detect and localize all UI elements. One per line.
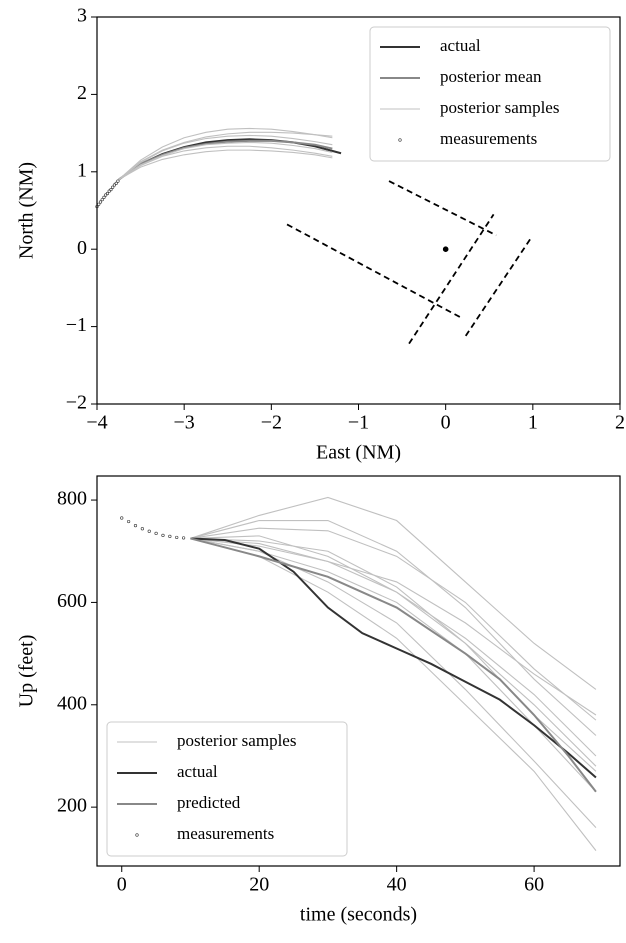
series-line (118, 141, 333, 180)
measurement-point (127, 519, 131, 524)
series-line (190, 496, 597, 690)
x-tick-label: 1 (528, 412, 538, 434)
x-tick-label: 20 (249, 874, 269, 896)
legend-marker (398, 138, 402, 142)
x-tick-label: −1 (348, 412, 369, 434)
y-tick-label: 1 (77, 159, 87, 181)
series-line (464, 238, 531, 337)
measurement-point (98, 200, 103, 204)
series-line (118, 131, 333, 180)
legend-label: predicted (177, 793, 241, 812)
measurement-point (100, 198, 104, 202)
y-tick-label: 3 (77, 5, 87, 27)
plot-frame (96, 475, 621, 867)
legend-label: posterior samples (177, 731, 296, 750)
y-tick-label: 0 (77, 237, 87, 259)
x-tick-label: −2 (261, 412, 282, 434)
measurement-point (112, 183, 117, 187)
y-tick-label: 800 (57, 488, 87, 510)
series-line (118, 134, 333, 180)
series-line (190, 527, 597, 721)
legend-box (369, 26, 611, 162)
series-line (286, 223, 461, 319)
series-line (408, 213, 495, 345)
legend-label: actual (440, 36, 481, 55)
y-tick-label: −2 (66, 392, 87, 414)
series-line (190, 537, 597, 779)
measurement-point (95, 205, 99, 209)
legend-box (106, 721, 348, 857)
y-tick-label: 200 (57, 795, 87, 817)
legend-label: posterior mean (440, 67, 542, 86)
y-tick-label: 600 (57, 590, 87, 612)
y-tick-label: 400 (57, 692, 87, 714)
measurement-point (133, 524, 138, 528)
x-tick-label: 40 (387, 874, 407, 896)
measurement-point (175, 535, 179, 540)
series-line (118, 127, 333, 180)
x-tick-label: 60 (524, 874, 544, 896)
measurement-point (147, 529, 151, 533)
x-tick-label: 0 (441, 412, 451, 434)
series-line (388, 180, 497, 237)
measurement-point (107, 189, 111, 193)
legend-marker (135, 833, 139, 837)
y-tick-label: 2 (77, 82, 87, 104)
legend-label: posterior samples (440, 98, 559, 117)
plot-area (95, 127, 531, 345)
series-line (190, 537, 597, 716)
x-tick-label: −3 (174, 412, 195, 434)
measurement-point (97, 202, 101, 206)
y-axis-label: Up (feet) (16, 635, 38, 708)
measurement-point (104, 193, 108, 197)
measurement-point (181, 536, 186, 540)
measurement-point (161, 533, 165, 537)
series-line (118, 149, 333, 181)
series-line (118, 145, 333, 181)
series-line (190, 537, 597, 767)
measurement-point (120, 516, 124, 520)
x-axis-label: time (seconds) (300, 904, 417, 926)
x-tick-label: 2 (615, 412, 625, 434)
measurement-point (102, 195, 106, 199)
x-axis-label: East (NM) (316, 442, 401, 464)
series-line (118, 139, 333, 181)
measurement-point (109, 188, 113, 192)
measurement-point (168, 534, 172, 538)
measurement-point (111, 185, 115, 189)
series-line (190, 537, 597, 793)
measurement-point (114, 181, 118, 186)
measurement-point (154, 531, 158, 535)
x-tick-label: −4 (86, 412, 107, 434)
legend-label: measurements (440, 129, 537, 148)
measurement-point (116, 179, 120, 183)
measurement-point (140, 527, 144, 531)
y-axis-label: North (NM) (16, 162, 38, 259)
x-tick-label: 0 (117, 874, 127, 896)
y-tick-label: −1 (66, 314, 87, 336)
legend-label: measurements (177, 824, 274, 843)
star-point (442, 246, 449, 252)
measurement-point (105, 191, 110, 196)
plot-area (120, 496, 597, 851)
series-line (190, 519, 597, 736)
legend-label: actual (177, 762, 218, 781)
